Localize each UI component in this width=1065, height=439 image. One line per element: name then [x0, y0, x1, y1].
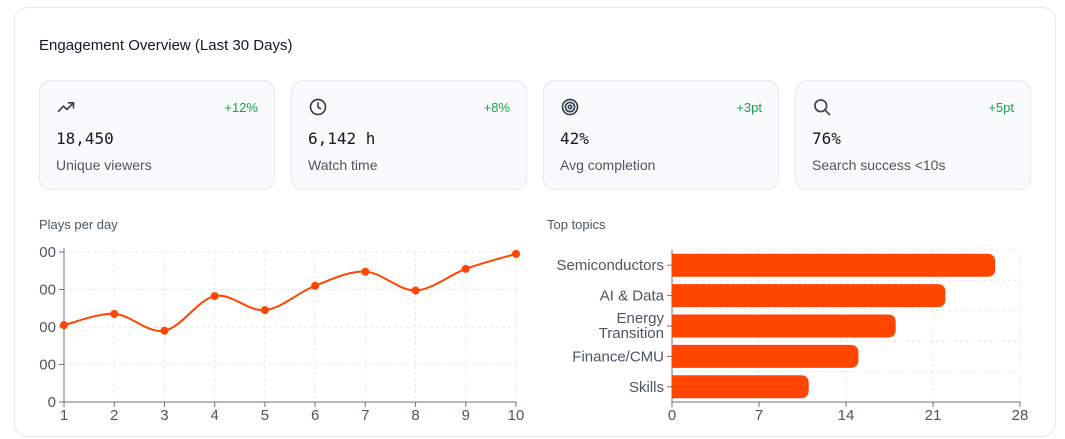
kpi-value: 18,450: [56, 129, 114, 148]
bar: [672, 344, 859, 368]
kpi-card-watch-time: +8% 6,142 h Watch time: [291, 80, 527, 190]
x-tick-label: 7: [361, 407, 369, 424]
kpi-card-avg-completion: +3pt 42% Avg completion: [543, 80, 779, 190]
data-point: [311, 281, 320, 290]
x-tick-label: 28: [1012, 407, 1029, 424]
category-label: Skills: [629, 379, 664, 396]
y-tick-label: 800: [40, 319, 56, 336]
kpi-label: Unique viewers: [56, 157, 152, 173]
kpi-card-search-success: +5pt 76% Search success <10s: [795, 80, 1031, 190]
data-point: [60, 321, 68, 330]
plays-per-day-chart: 0 400 800 1200 1600 1 2 3 4 5 6 7 8 9 10: [40, 244, 525, 424]
category-label: Energy Transition: [599, 310, 665, 342]
kpi-delta: +12%: [224, 100, 258, 115]
x-tick-label: 8: [411, 407, 419, 424]
data-point: [210, 292, 219, 301]
line-chart-title: Plays per day: [39, 217, 118, 232]
x-tick-label: 4: [210, 407, 218, 424]
x-tick-label: 3: [160, 407, 168, 424]
x-tick-label: 0: [668, 407, 676, 424]
kpi-value: 42%: [560, 129, 589, 148]
card-title: Engagement Overview (Last 30 Days): [39, 37, 293, 54]
y-tick-label: 0: [48, 394, 56, 411]
category-label: Finance/CMU: [572, 348, 664, 365]
search-icon: [814, 99, 831, 116]
x-tick-label: 1: [60, 407, 68, 424]
data-point: [461, 264, 470, 273]
bar: [672, 253, 996, 277]
kpi-card-unique-viewers: +12% 18,450 Unique viewers: [39, 80, 275, 190]
data-point: [512, 249, 520, 258]
y-tick-label: 400: [40, 357, 56, 374]
y-tick-label: 1200: [40, 282, 56, 299]
series-line: [63, 252, 517, 332]
data-point: [160, 326, 169, 335]
data-point: [110, 309, 119, 318]
kpi-delta: +3pt: [736, 100, 762, 115]
engagement-card: Engagement Overview (Last 30 Days) +12% …: [14, 7, 1056, 437]
x-tick-label: 6: [311, 407, 319, 424]
x-tick-label: 2: [110, 407, 118, 424]
trending-up-icon: [57, 102, 75, 112]
data-point: [361, 267, 370, 276]
clock-icon: [309, 98, 327, 116]
kpi-value: 6,142 h: [308, 129, 376, 148]
x-tick-label: 14: [838, 407, 855, 424]
data-point: [260, 306, 269, 315]
kpi-label: Watch time: [308, 157, 378, 173]
x-tick-label: 7: [755, 407, 763, 424]
kpi-label: Avg completion: [560, 157, 656, 173]
target-icon: [561, 98, 579, 116]
kpi-value: 76%: [812, 129, 841, 148]
x-tick-label: 9: [462, 407, 470, 424]
top-topics-chart: 0 7 14 21 28 Semiconductors AI & Data Energy Tra…: [556, 249, 1029, 424]
bar: [672, 314, 896, 338]
category-label: AI & Data: [600, 288, 665, 305]
data-point: [411, 286, 420, 295]
kpi-delta: +8%: [483, 100, 510, 115]
x-tick-label: 5: [261, 407, 269, 424]
category-label: Semiconductors: [556, 257, 664, 274]
bar: [672, 375, 809, 399]
kpi-delta: +5pt: [988, 100, 1014, 115]
bar-chart-title: Top topics: [547, 217, 606, 232]
x-tick-label: 21: [925, 407, 942, 424]
bar: [672, 284, 946, 308]
x-tick-label: 10: [508, 407, 525, 424]
y-tick-label: 1600: [40, 244, 56, 261]
kpi-label: Search success <10s: [812, 157, 946, 173]
